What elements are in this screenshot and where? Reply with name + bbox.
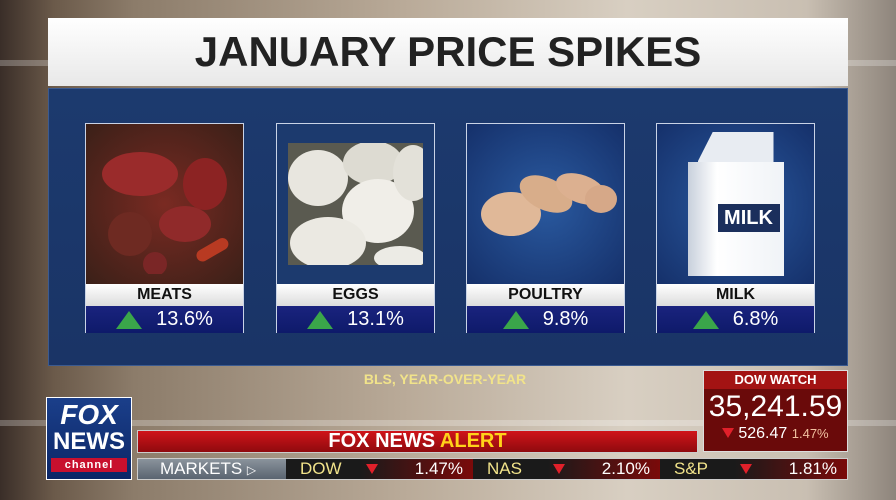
- ticker-change: 1.47%: [414, 459, 463, 478]
- ticker-sp: S&P 1.81%: [660, 459, 847, 479]
- down-arrow-icon: [722, 428, 735, 438]
- alert-text-white: FOX NEWS: [328, 430, 436, 452]
- headline-title: JANUARY PRICE SPIKES: [48, 18, 848, 86]
- item-value: 6.8%: [732, 308, 779, 330]
- play-arrow-icon: ▷: [246, 463, 257, 477]
- up-arrow-icon: [116, 310, 143, 329]
- dow-value: 35,241.59: [708, 390, 843, 423]
- item-label: POULTRY: [467, 284, 624, 306]
- item-change: 9.8%: [467, 306, 624, 333]
- ticker-nas: NAS 2.10%: [473, 459, 660, 479]
- item-change: 13.6%: [86, 306, 243, 333]
- background-shelf: [0, 420, 896, 426]
- item-value: 13.6%: [156, 308, 213, 330]
- alert-text-yellow: ALERT: [439, 430, 507, 452]
- item-change: 13.1%: [277, 306, 434, 333]
- milk-image: MILK: [657, 124, 814, 284]
- fox-news-logo: FOX NEWS channel: [46, 397, 132, 480]
- meats-image: [86, 124, 243, 284]
- ticker-symbol: S&P: [674, 459, 709, 478]
- markets-label-text: MARKETS: [160, 459, 243, 478]
- up-arrow-icon: [502, 310, 529, 329]
- up-arrow-icon: [692, 310, 719, 329]
- dow-watch: DOW WATCH 35,241.59 526.47 1.47%: [703, 370, 848, 452]
- source-caption: BLS, YEAR-OVER-YEAR: [363, 371, 527, 387]
- logo-line-news: NEWS: [53, 428, 125, 455]
- item-change: 6.8%: [657, 306, 814, 333]
- ticker-symbol: NAS: [487, 459, 522, 478]
- card-milk: MILK MILK 6.8%: [656, 123, 815, 333]
- dow-watch-header: DOW WATCH: [704, 371, 847, 389]
- down-arrow-icon: [740, 464, 752, 474]
- card-meats: MEATS 13.6%: [85, 123, 244, 333]
- dow-change: 526.47 1.47%: [704, 425, 847, 443]
- fox-news-alert-banner: FOX NEWS ALERT: [137, 430, 698, 453]
- down-arrow-icon: [366, 464, 378, 474]
- dow-change-percent: 1.47%: [791, 426, 829, 441]
- dow-change-points: 526.47: [738, 425, 788, 442]
- item-value: 13.1%: [347, 308, 404, 330]
- markets-ticker: MARKETS ▷ DOW 1.47% NAS 2.10% S&P 1.81%: [137, 458, 848, 480]
- ticker-change: 2.10%: [601, 459, 650, 478]
- ticker-dow: DOW 1.47%: [286, 459, 473, 479]
- poultry-icon: [480, 173, 617, 236]
- up-arrow-icon: [307, 310, 334, 329]
- item-value: 9.8%: [542, 308, 589, 330]
- logo-line-channel: channel: [51, 458, 127, 472]
- markets-label: MARKETS ▷: [138, 459, 286, 479]
- card-eggs: EGGS 13.1%: [276, 123, 435, 333]
- card-poultry: POULTRY 9.8%: [466, 123, 625, 333]
- egg-icon: [288, 143, 423, 265]
- ticker-change: 1.81%: [788, 459, 837, 478]
- milk-carton-icon: MILK: [687, 132, 784, 276]
- item-label: EGGS: [277, 284, 434, 306]
- poultry-image: [467, 124, 624, 284]
- meat-icon: [101, 152, 228, 274]
- eggs-image: [277, 124, 434, 284]
- logo-line-fox: FOX: [60, 399, 118, 430]
- ticker-symbol: DOW: [300, 459, 342, 478]
- item-label: MEATS: [86, 284, 243, 306]
- down-arrow-icon: [553, 464, 565, 474]
- carton-label: MILK: [717, 204, 780, 232]
- item-label: MILK: [657, 284, 814, 306]
- price-panel: MEATS 13.6% EGGS 13.1% POULTRY 9.8% MILK…: [48, 88, 848, 366]
